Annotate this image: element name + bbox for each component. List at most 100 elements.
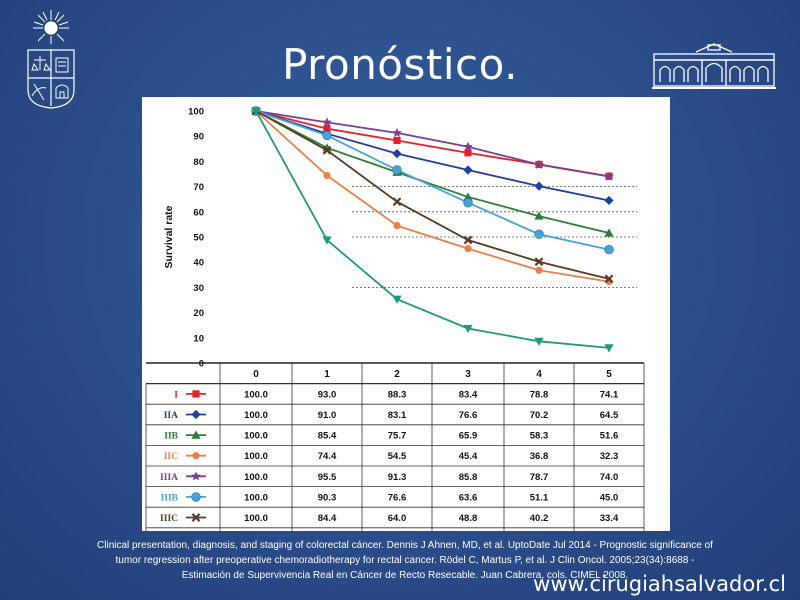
- data-point: [463, 198, 473, 208]
- table-cell: 48.8: [459, 513, 478, 524]
- table-cell: 74.1: [600, 389, 619, 400]
- data-point: [392, 295, 402, 304]
- x-tick-label: 3: [465, 369, 471, 380]
- data-point: [323, 125, 331, 133]
- citation-text: Clinical presentation, diagnosis, and st…: [60, 538, 750, 583]
- table-cell: 54.5: [388, 451, 407, 462]
- x-tick-label: 1: [324, 369, 330, 380]
- data-point: [392, 197, 402, 207]
- y-axis-label: Survival rate: [163, 205, 175, 268]
- data-point: [322, 130, 332, 141]
- y-tick-label: 60: [193, 207, 204, 218]
- y-tick-label: 80: [193, 157, 204, 168]
- table-cell: 85.4: [318, 431, 337, 442]
- table-cell: 76.6: [459, 410, 478, 421]
- data-point: [535, 266, 543, 274]
- data-point: [463, 165, 473, 175]
- table-cell: 51.6: [600, 431, 619, 442]
- table-cell: 51.1: [530, 492, 549, 503]
- series-line-IV: [255, 110, 610, 349]
- series-line-IIIA: [255, 110, 610, 178]
- data-point: [393, 136, 401, 145]
- y-tick-label: 0: [199, 359, 204, 370]
- data-point: [191, 409, 201, 420]
- table-cell: 85.8: [459, 472, 478, 483]
- table-cell: 64.5: [600, 410, 619, 421]
- data-point: [463, 141, 473, 151]
- table-cell: 64.0: [388, 513, 407, 524]
- table-cell: 91.0: [318, 410, 337, 421]
- legend-label-IIC: IIC: [164, 452, 178, 462]
- data-point: [463, 235, 473, 245]
- y-tick-label: 70: [193, 182, 204, 193]
- data-point: [534, 159, 544, 169]
- table-cell: 88.3: [388, 389, 407, 400]
- table-cell: 40.2: [530, 513, 549, 524]
- data-point: [393, 222, 401, 230]
- data-point: [604, 171, 614, 181]
- legend-label-I: I: [174, 390, 178, 400]
- y-tick-label: 10: [193, 333, 204, 344]
- series-line-IIIB: [255, 110, 610, 251]
- data-point: [464, 244, 472, 253]
- table-cell: 100.0: [244, 389, 268, 400]
- survival-chart-panel: 0 10 20 30 40 50 60 70 80 90 100 Survival rate 0 1 2 3 4…: [142, 97, 670, 531]
- x-tick-label: 4: [536, 369, 542, 380]
- data-point: [464, 149, 472, 157]
- building-logo: [652, 43, 776, 89]
- data-point: [392, 148, 402, 159]
- table-cell: 90.3: [318, 492, 337, 503]
- table-cell: 91.3: [388, 472, 407, 483]
- table-cell: 83.1: [388, 410, 407, 421]
- legend-label-IIIB: IIIB: [161, 493, 179, 503]
- table-cell: 100.0: [244, 513, 268, 524]
- data-point: [392, 165, 402, 175]
- y-tick-label: 20: [193, 308, 204, 319]
- data-point: [604, 344, 614, 353]
- data-point: [534, 229, 544, 239]
- table-cell: 33.4: [600, 513, 619, 524]
- table-cell: 84.4: [318, 513, 337, 524]
- data-point: [322, 117, 332, 127]
- legend-label-IIIC: IIIC: [160, 514, 178, 524]
- series-line-IIIC: [255, 110, 610, 280]
- citation-line: Clinical presentation, diagnosis, and st…: [97, 540, 713, 551]
- data-point: [463, 192, 473, 201]
- series-line-IIA: [255, 110, 610, 202]
- data-point: [392, 127, 402, 138]
- data-point: [604, 244, 614, 255]
- data-point: [604, 228, 614, 237]
- table-cell: 78.7: [530, 472, 549, 483]
- table-cell: 83.4: [459, 389, 478, 400]
- citation-line: Estimación de Supervivencia Real en Cánc…: [181, 570, 629, 581]
- table-cell: 100.0: [244, 451, 268, 462]
- table-cell: 100.0: [244, 410, 268, 421]
- table-cell: 58.3: [530, 431, 549, 442]
- table-cell: 74.0: [600, 472, 619, 483]
- x-tick-label: 0: [253, 369, 259, 380]
- y-tick-label: 90: [193, 132, 204, 143]
- x-tick-label: 2: [394, 369, 400, 380]
- citation-line: tumor regression after preoperative chem…: [115, 555, 695, 566]
- table-cell: 65.9: [459, 431, 478, 442]
- y-tick-label: 40: [193, 258, 204, 269]
- series-line-IIB: [255, 110, 610, 234]
- table-cell: 100.0: [244, 492, 268, 503]
- table-cell: 74.4: [318, 451, 337, 462]
- data-point: [191, 471, 201, 481]
- slide-title: Pronóstico.: [282, 40, 518, 89]
- table-cell: 93.0: [318, 389, 337, 400]
- data-point: [534, 211, 544, 220]
- university-crest-logo: [27, 10, 75, 109]
- table-cell: 100.0: [244, 431, 268, 442]
- data-point: [322, 145, 332, 155]
- data-point: [322, 236, 332, 245]
- data-point: [534, 257, 544, 267]
- data-point: [604, 274, 614, 284]
- y-tick-label: 100: [188, 107, 204, 118]
- data-point: [463, 324, 473, 334]
- table-cell: 76.6: [388, 492, 407, 503]
- series-line-I: [255, 110, 610, 178]
- data-point: [192, 390, 200, 398]
- table-cell: 45.0: [600, 492, 619, 503]
